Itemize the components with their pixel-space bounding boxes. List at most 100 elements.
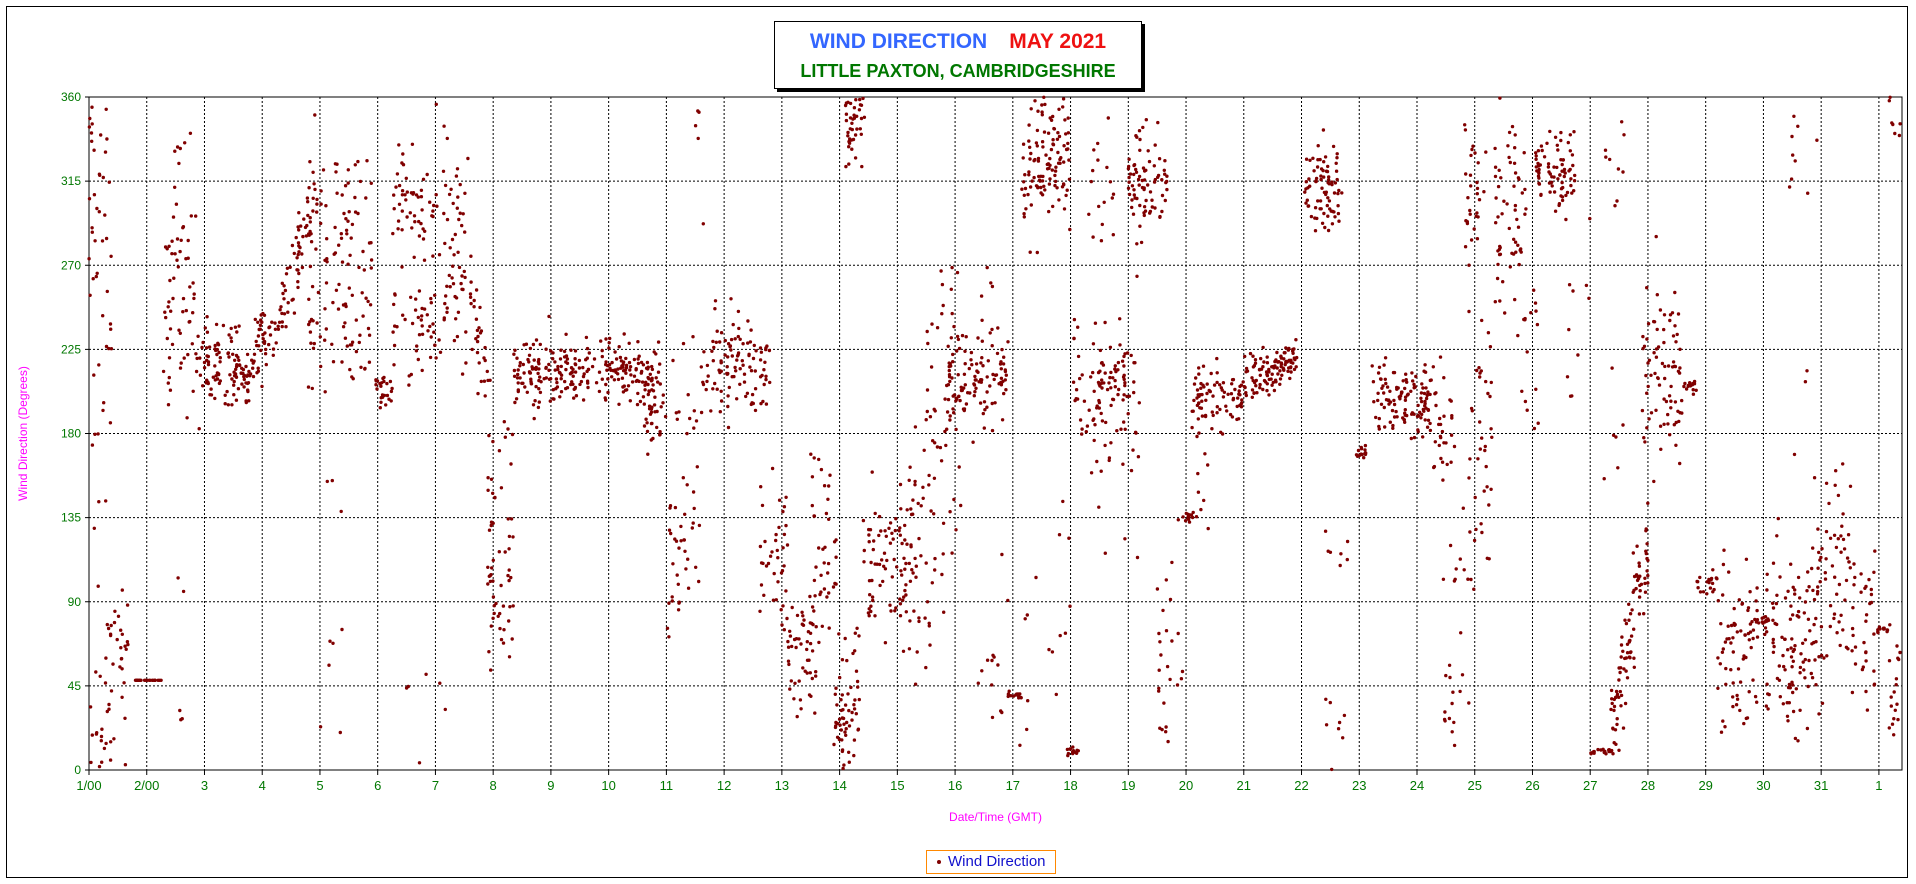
data-point (914, 575, 918, 579)
data-point (692, 426, 696, 430)
data-point (268, 333, 273, 337)
data-point (624, 363, 629, 367)
data-point (1616, 466, 1620, 470)
data-point (1546, 162, 1551, 166)
data-point (1176, 518, 1181, 522)
data-point (1057, 198, 1061, 202)
data-point (226, 403, 230, 407)
data-point (649, 421, 654, 426)
data-point (1244, 393, 1249, 398)
data-point (438, 681, 442, 685)
data-point (1313, 216, 1317, 220)
x-tick-label: 27 (1583, 778, 1597, 793)
data-point (1197, 366, 1201, 370)
data-point (369, 181, 373, 185)
data-point (1873, 549, 1877, 553)
data-point (1832, 616, 1836, 621)
data-point (1360, 452, 1364, 457)
data-point (1475, 211, 1479, 215)
data-point (559, 348, 563, 352)
data-point (1162, 168, 1167, 172)
data-point (1250, 395, 1255, 399)
data-point (837, 717, 842, 721)
data-point (1108, 345, 1113, 349)
data-point (97, 210, 102, 214)
data-point (788, 634, 793, 638)
data-point (273, 327, 278, 331)
data-point (1568, 394, 1573, 398)
data-point (858, 97, 862, 102)
data-point (408, 211, 412, 215)
data-point (1498, 96, 1502, 100)
data-point (556, 367, 560, 372)
data-point (840, 658, 845, 662)
data-point (429, 301, 433, 305)
data-point (343, 184, 348, 188)
data-point (1801, 641, 1805, 645)
data-point (534, 384, 538, 389)
data-point (558, 357, 563, 361)
data-point (767, 348, 772, 353)
data-point (302, 217, 306, 221)
data-point (673, 537, 677, 541)
data-point (840, 693, 844, 697)
data-point (1668, 318, 1672, 323)
data-point (1627, 602, 1631, 606)
data-point (1257, 367, 1262, 372)
data-point (1158, 726, 1162, 730)
data-point (516, 389, 520, 394)
data-point (1719, 622, 1723, 626)
data-point (677, 410, 681, 414)
data-point (1163, 159, 1167, 163)
data-point (1061, 499, 1065, 504)
data-point (855, 114, 859, 119)
data-point (808, 671, 812, 675)
data-point (1500, 212, 1504, 216)
data-point (1098, 348, 1103, 353)
data-point (1628, 650, 1633, 655)
data-point (776, 556, 780, 560)
data-point (464, 330, 468, 334)
data-point (1576, 353, 1580, 357)
data-point (176, 265, 180, 269)
data-point (460, 274, 464, 278)
data-point (429, 335, 433, 339)
data-point (962, 408, 966, 413)
data-point (1824, 481, 1829, 485)
data-point (1038, 179, 1042, 183)
data-point (711, 339, 715, 344)
data-point (88, 293, 92, 297)
data-point (1450, 730, 1454, 734)
data-point (1099, 411, 1103, 416)
data-point (1132, 380, 1136, 384)
data-point (1097, 400, 1102, 405)
data-point (1659, 447, 1663, 451)
data-point (503, 435, 507, 439)
data-point (348, 253, 352, 257)
data-point (817, 640, 821, 645)
data-point (867, 614, 871, 618)
data-point (421, 227, 425, 231)
data-point (382, 379, 386, 384)
data-point (976, 336, 980, 340)
data-point (951, 360, 955, 364)
data-point (862, 560, 866, 564)
data-point (1197, 372, 1201, 376)
data-point (1523, 212, 1527, 216)
data-point (1534, 387, 1538, 391)
data-point (1766, 692, 1770, 696)
data-point (511, 535, 515, 539)
data-point (262, 341, 267, 346)
data-point (605, 368, 609, 372)
data-point (237, 324, 241, 328)
data-point (96, 584, 100, 588)
data-point (840, 749, 845, 754)
data-point (107, 180, 112, 184)
data-point (345, 232, 349, 236)
data-point (768, 380, 772, 385)
data-point (1658, 424, 1663, 428)
data-point (1652, 351, 1656, 355)
data-point (1882, 627, 1886, 631)
data-point (347, 210, 351, 214)
data-point (607, 346, 611, 350)
